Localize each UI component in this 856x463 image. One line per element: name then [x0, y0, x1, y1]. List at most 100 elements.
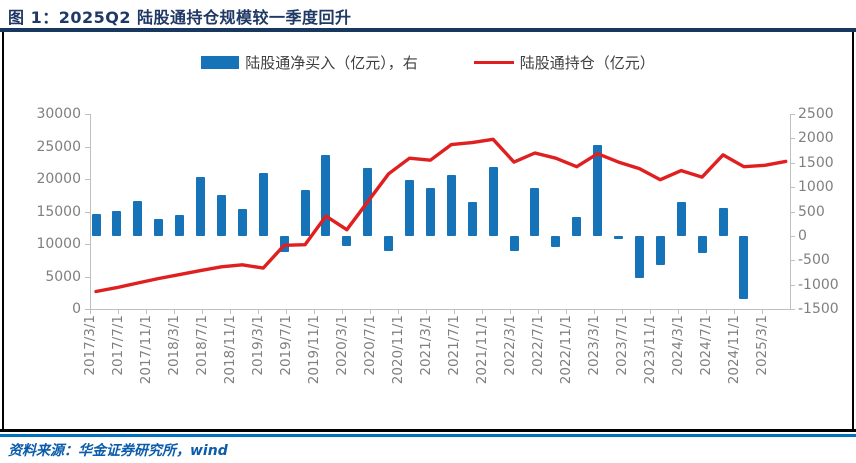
y-axis-right-tick: [790, 162, 795, 164]
bar-net-buy: [634, 235, 644, 279]
x-axis-tick-label: 2024/11/1: [726, 315, 742, 385]
y-axis-left-tick: [85, 114, 90, 115]
y-axis-left-tick: [85, 211, 90, 213]
x-axis-tick-label: 2022/7/1: [530, 315, 546, 376]
y-axis-right-tick-label: 500: [798, 203, 825, 220]
x-axis-tick: [566, 309, 567, 314]
y-axis-left-tick: [85, 276, 90, 278]
bar-net-buy: [342, 235, 352, 246]
x-axis-tick-label: 2022/11/1: [558, 315, 574, 385]
y-axis-left-tick: [85, 179, 90, 180]
x-axis-tick: [734, 309, 735, 314]
x-axis-tick-label: 2024/3/1: [670, 315, 686, 376]
bar-net-buy: [384, 235, 394, 251]
bar-net-buy: [216, 195, 226, 236]
x-axis-tick: [258, 309, 259, 314]
y-axis-left-tick: [85, 146, 90, 148]
y-axis-right-tick: [790, 211, 795, 213]
title-underline-rule: [0, 28, 856, 32]
legend-label-net-buy: 陆股通净买入（亿元），右: [245, 54, 418, 72]
x-axis-tick: [650, 309, 651, 314]
y-axis-right-tick: [790, 187, 795, 189]
x-axis-tick: [398, 309, 399, 314]
y-axis-right-tick: [790, 260, 795, 262]
bar-net-buy: [718, 208, 728, 236]
bar-net-buy: [175, 215, 185, 236]
footer-rule-black: [0, 429, 856, 432]
bar-net-buy: [697, 235, 707, 253]
y-axis-right-tick-label: -1000: [798, 276, 839, 293]
footer-rule-blue: [0, 433, 856, 437]
y-axis-right-tick: [790, 309, 795, 310]
bar-net-buy: [112, 210, 122, 236]
bar-net-buy: [739, 235, 749, 300]
y-axis-right-tick: [790, 235, 795, 237]
y-axis-right-tick: [790, 138, 795, 140]
y-axis-left-tick-label: 30000: [36, 106, 81, 122]
x-axis-tick: [202, 309, 203, 314]
bar-net-buy: [676, 201, 686, 236]
figure-title: 图 1：2025Q2 陆股通持仓规模较一季度回升: [8, 8, 352, 27]
x-axis-tick-label: 2021/3/1: [418, 315, 434, 376]
y-axis-left-tick-label: 25000: [36, 138, 81, 155]
x-axis-tick-label: 2018/7/1: [194, 315, 210, 376]
x-axis-tick: [706, 309, 707, 314]
y-axis-right-tick-label: 0: [798, 227, 807, 244]
y-axis-right-tick-label: -1500: [798, 301, 839, 317]
bar-net-buy: [405, 179, 414, 236]
x-axis-tick-label: 2024/7/1: [698, 315, 714, 376]
x-axis-tick: [342, 309, 343, 314]
bar-net-buy: [154, 218, 164, 236]
y-axis-left-tick-label: 10000: [36, 236, 81, 252]
x-axis-tick-label: 2022/3/1: [502, 315, 518, 376]
x-axis-tick-label: 2021/11/1: [474, 315, 490, 385]
bar-net-buy: [91, 213, 101, 236]
x-axis-tick-label: 2018/11/1: [222, 315, 238, 385]
x-axis-tick-label: 2019/11/1: [306, 315, 322, 385]
x-axis-tick: [454, 309, 455, 314]
bar-net-buy: [509, 235, 519, 251]
bar-net-buy: [572, 217, 582, 236]
figure-left-border: [2, 32, 4, 429]
bar-net-buy: [530, 188, 540, 236]
bar-series-swatch-icon: [201, 56, 240, 69]
line-series-swatch-icon: [473, 60, 514, 65]
x-axis-tick: [538, 309, 539, 314]
y-axis-right-tick-label: 1500: [798, 154, 834, 171]
x-axis-tick-label: 2020/7/1: [362, 315, 378, 376]
bar-net-buy: [321, 155, 331, 236]
x-axis-tick-label: 2017/3/1: [82, 315, 98, 376]
line-holdings: [94, 137, 788, 294]
x-axis-tick-label: 2018/3/1: [166, 315, 182, 376]
x-axis-tick: [118, 309, 119, 314]
bar-net-buy: [593, 144, 603, 236]
y-axis-left-tick-label: 20000: [36, 171, 81, 187]
x-axis-tick: [510, 309, 511, 314]
bar-net-buy: [237, 208, 247, 236]
x-axis-tick-label: 2017/7/1: [110, 315, 126, 376]
bar-net-buy: [425, 188, 435, 236]
x-axis-tick: [426, 309, 427, 314]
bar-net-buy: [258, 173, 268, 236]
y-axis-left-tick: [85, 244, 90, 245]
x-axis-tick: [762, 309, 763, 314]
bar-net-buy: [196, 176, 205, 236]
y-axis-right-tick-label: -500: [798, 252, 830, 269]
y-axis-left-tick-label: 15000: [36, 203, 81, 220]
x-axis-tick-label: 2023/3/1: [586, 315, 602, 376]
bar-net-buy: [488, 166, 498, 236]
x-axis-tick: [622, 309, 623, 314]
y-axis-right-tick: [790, 114, 795, 115]
source-note: 资料来源：华金证券研究所，wind: [8, 443, 228, 459]
x-axis-tick-label: 2021/7/1: [446, 315, 462, 376]
x-axis-tick: [146, 309, 147, 314]
bar-net-buy: [655, 235, 665, 266]
bar-net-buy: [614, 235, 623, 239]
figure-right-border: [852, 32, 854, 429]
x-axis-tick: [678, 309, 679, 314]
x-axis-tick-label: 2023/7/1: [614, 315, 630, 376]
y-axis-left-tick-label: 0: [72, 301, 81, 317]
x-axis-tick-label: 2023/11/1: [642, 315, 658, 385]
y-axis-right-tick-label: 2000: [798, 130, 834, 147]
y-axis-left-tick: [85, 309, 90, 310]
